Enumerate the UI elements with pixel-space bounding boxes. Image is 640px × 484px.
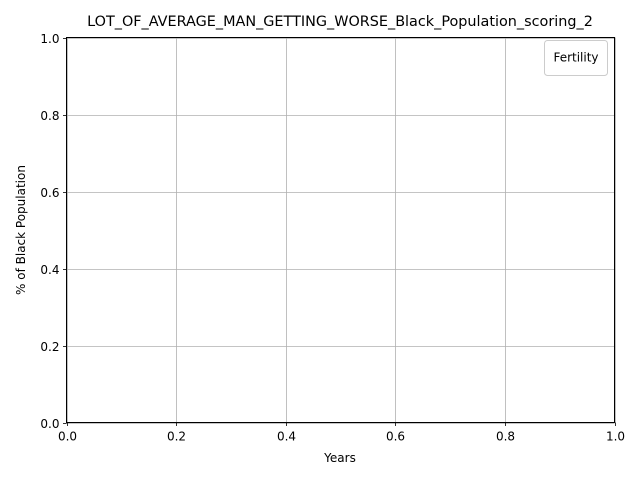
x-tick-label: 0.4 [277, 430, 296, 444]
y-tick-label: 0.4 [40, 263, 59, 277]
y-tick-label: 0.8 [40, 109, 59, 123]
y-tick-label: 1.0 [40, 32, 59, 46]
y-tick-label: 0.2 [40, 340, 59, 354]
y-tick-label: 0.0 [40, 417, 59, 431]
axes-frame [66, 37, 615, 423]
x-ticks: 0.0 0.2 0.4 0.6 0.8 1.0 [58, 422, 625, 444]
y-ticks: 0.0 0.2 0.4 0.6 0.8 1.0 [40, 32, 67, 431]
legend-box [544, 40, 608, 76]
grid-layer [66, 37, 616, 424]
y-tick-label: 0.6 [40, 186, 59, 200]
legend: Fertility [544, 40, 608, 76]
x-axis-label: Years [323, 451, 356, 465]
x-tick-label: 0.2 [167, 430, 186, 444]
x-tick-label: 0.0 [58, 430, 77, 444]
y-axis-label: % of Black Population [14, 165, 28, 295]
legend-title: Fertility [553, 51, 598, 65]
x-tick-label: 0.6 [386, 430, 405, 444]
x-tick-label: 0.8 [496, 430, 515, 444]
chart-title: LOT_OF_AVERAGE_MAN_GETTING_WORSE_Black_P… [87, 14, 593, 30]
x-tick-label: 1.0 [606, 430, 625, 444]
